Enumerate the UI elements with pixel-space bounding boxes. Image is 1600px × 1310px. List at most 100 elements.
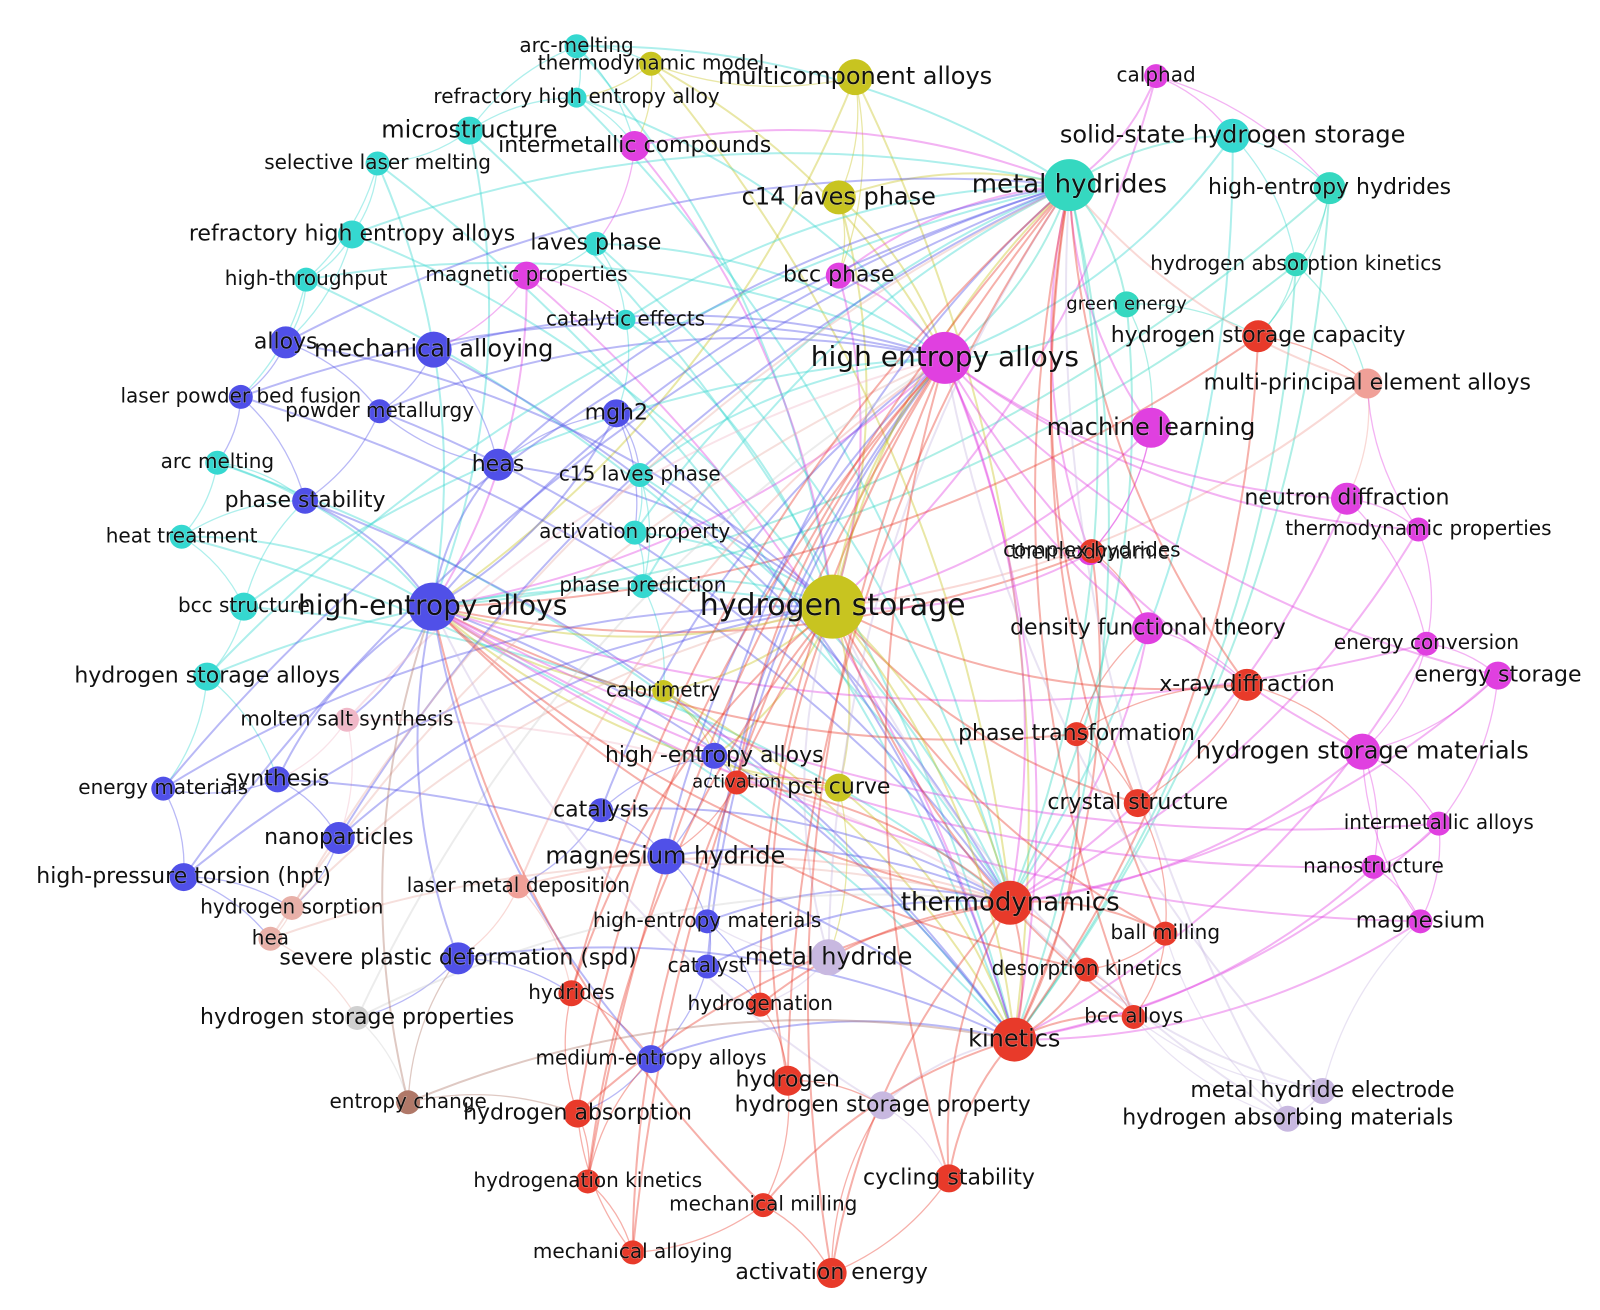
node — [724, 770, 749, 795]
node-label: heas — [472, 452, 524, 477]
edge — [431, 130, 491, 608]
node-label: complex hydrides — [1003, 538, 1181, 562]
edge — [1013, 551, 1101, 1041]
edge — [1014, 866, 1375, 1041]
edge — [497, 184, 1070, 466]
edge — [407, 1019, 1015, 1104]
edge — [665, 847, 1011, 904]
edge — [338, 605, 833, 839]
edge — [650, 62, 946, 359]
node — [615, 309, 636, 330]
node — [193, 662, 222, 691]
node-label: entropy change — [329, 1089, 486, 1113]
edge — [1013, 264, 1297, 1041]
node-label: molten salt synthesis — [240, 706, 453, 730]
node — [1313, 172, 1346, 205]
node-label: high-pressure torsion (hpt) — [36, 864, 331, 889]
node — [279, 895, 304, 920]
edge — [600, 357, 946, 811]
edge — [759, 901, 1011, 1006]
node-label: hydrogen storage properties — [200, 1005, 514, 1030]
node-label: green energy — [1066, 293, 1187, 314]
edge — [356, 893, 1011, 1019]
edge — [433, 348, 1012, 904]
node — [619, 131, 650, 162]
edge — [827, 787, 848, 958]
edge — [1013, 188, 1331, 1041]
node-label: refractory high entropy alloy — [433, 84, 719, 108]
node-label: activation property — [539, 519, 730, 543]
edge — [285, 177, 1070, 344]
edge — [827, 184, 1071, 958]
edge — [432, 187, 1331, 608]
edge — [1076, 684, 1247, 735]
edge — [631, 184, 1071, 1253]
edge — [1065, 185, 1289, 1120]
edge — [831, 75, 1158, 608]
edge — [662, 690, 1016, 1041]
edge — [662, 690, 738, 783]
edge — [831, 184, 1071, 607]
edge — [944, 357, 1419, 531]
node — [1344, 733, 1381, 770]
node — [821, 180, 856, 215]
node — [408, 582, 457, 631]
edge — [838, 76, 864, 276]
node-label: arc melting — [161, 449, 275, 473]
node — [918, 331, 971, 384]
node-label: multicomponent alloys — [718, 62, 992, 90]
node-label: laser metal deposition — [407, 873, 630, 897]
node-label: metal hydride electrode — [1190, 1078, 1454, 1103]
node-label: intermetallic alloys — [1344, 810, 1534, 834]
node-label: bcc phase — [783, 263, 895, 288]
edge — [595, 242, 946, 359]
node — [151, 776, 176, 801]
node-label: intermetallic compounds — [498, 133, 771, 158]
edge — [1009, 498, 1348, 904]
edge — [736, 781, 1011, 904]
node-label: hydrogen storage alloys — [74, 664, 340, 689]
edge — [433, 314, 946, 359]
edge — [615, 412, 1016, 1040]
edge — [944, 357, 1499, 677]
edge — [1013, 643, 1428, 1041]
edge — [337, 184, 1070, 839]
node-label: x-ray diffraction — [1159, 672, 1335, 697]
nodes — [151, 34, 1512, 1288]
edge — [595, 242, 1012, 904]
edge — [735, 357, 946, 783]
edge — [240, 321, 946, 398]
node — [652, 679, 675, 702]
edge — [1295, 263, 1368, 384]
edge — [346, 718, 1011, 904]
edge — [639, 356, 945, 476]
node — [169, 863, 198, 892]
edge — [831, 606, 1016, 1040]
edge — [650, 1020, 1015, 1061]
edge — [570, 184, 1071, 994]
node — [258, 926, 283, 951]
node — [1153, 921, 1178, 946]
edge — [518, 856, 1011, 904]
node — [455, 116, 484, 145]
edge — [346, 356, 946, 721]
edge — [586, 606, 834, 1182]
node — [1121, 1004, 1146, 1029]
edge — [830, 1105, 884, 1273]
node — [1274, 1105, 1301, 1132]
node — [338, 220, 367, 249]
edge — [576, 901, 1011, 1115]
edge — [276, 605, 434, 780]
node-label: thermodynamic — [1011, 540, 1169, 564]
edge — [944, 357, 1347, 500]
edge — [1049, 184, 1139, 804]
edge — [432, 605, 839, 789]
node — [1426, 811, 1451, 836]
edge — [1417, 529, 1433, 644]
node — [837, 59, 874, 96]
node — [1408, 909, 1433, 934]
node-label: thermodynamics — [901, 887, 1120, 917]
node-label: hydrogenation kinetics — [473, 1168, 702, 1192]
node — [637, 1045, 666, 1074]
node — [1309, 1077, 1336, 1104]
